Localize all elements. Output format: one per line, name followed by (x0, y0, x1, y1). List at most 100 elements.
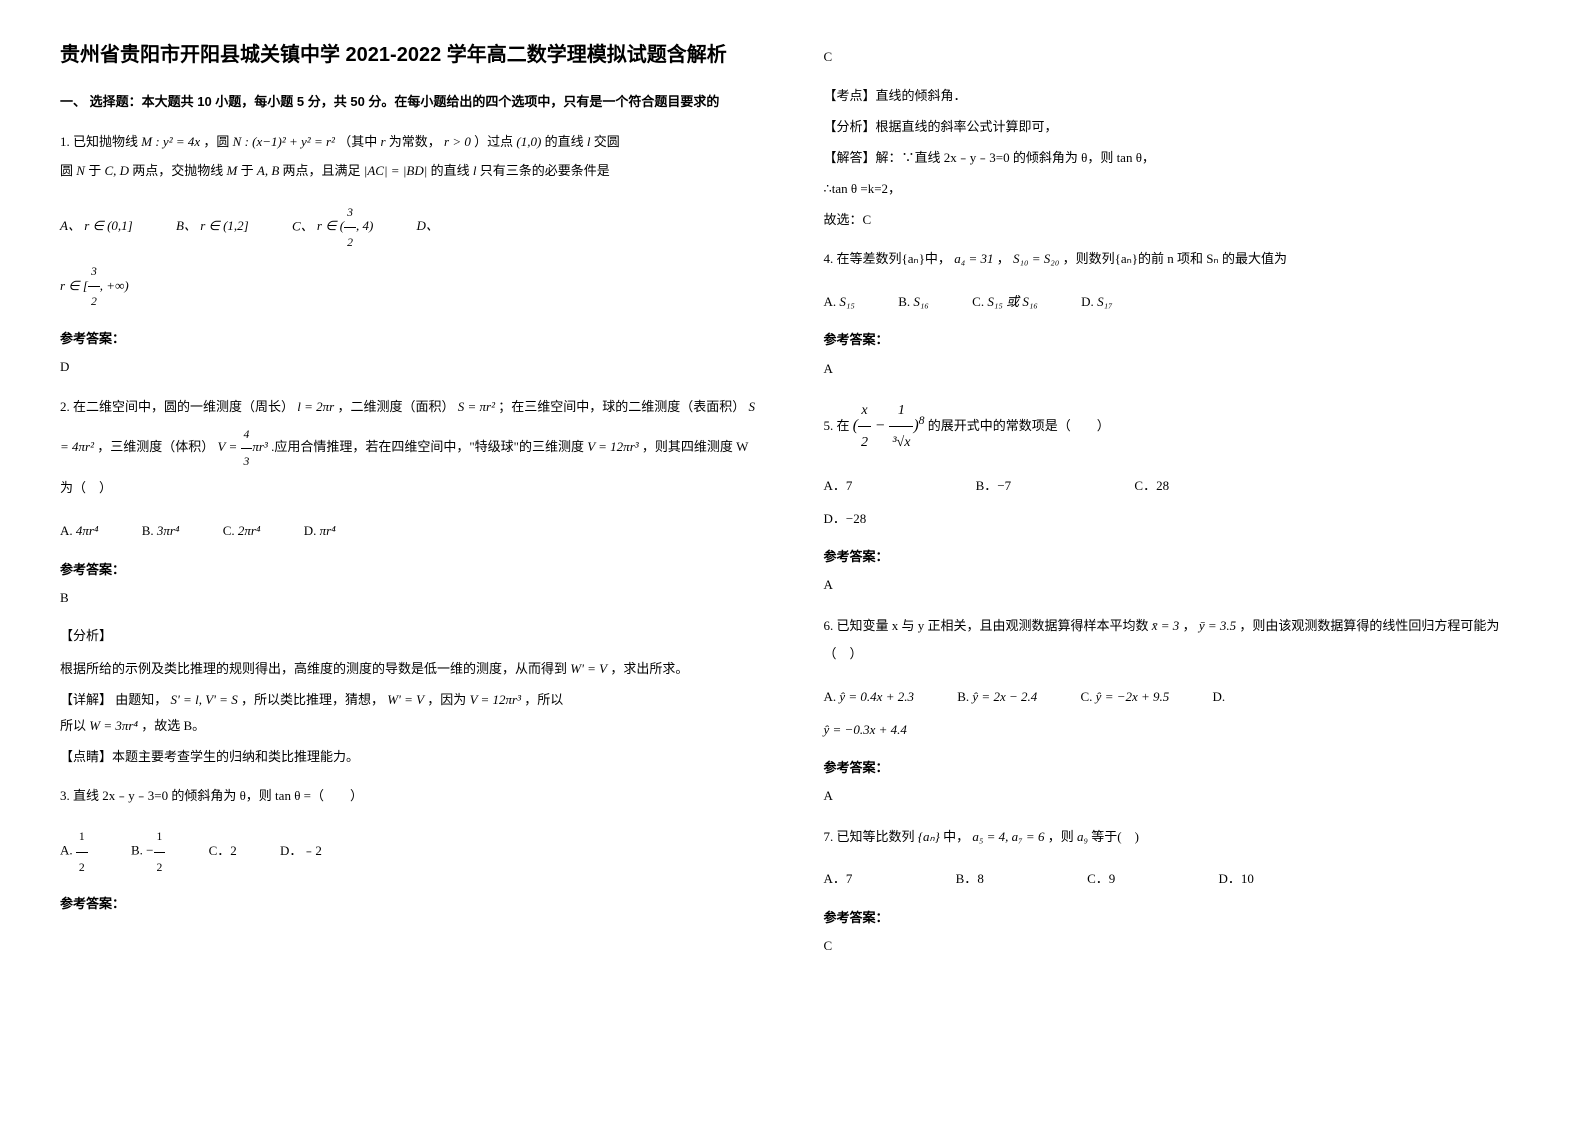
q1-formula: N (76, 163, 85, 178)
opt-value: r ∈ (0,1] (84, 218, 133, 233)
question-6: 6. 已知变量 x 与 y 正相关，且由观测数据算得样本平均数 x̄ = 3 ，… (824, 612, 1528, 669)
q2-option-d: D. πr⁴ (304, 515, 336, 548)
opt-value: r ∈ (1,2] (200, 218, 249, 233)
q2-text: ，二维测度（面积） (337, 399, 454, 414)
q4-option-d: D. S₁₇ (1081, 286, 1112, 319)
q1-formula: A, B (257, 163, 279, 178)
question-2: 2. 在二维空间中，圆的一维测度（周长） l = 2πr ，二维测度（面积） S… (60, 393, 764, 503)
answer-label: 参考答案： (824, 328, 1528, 351)
q1-text: 圆 (60, 163, 73, 178)
q2-formula: V = 12πr³ (587, 439, 638, 454)
q2-answer: B (60, 586, 764, 609)
q7-option-d: D．10 (1218, 863, 1253, 896)
q1-option-d: D、 (417, 210, 439, 243)
q5-answer: A (824, 573, 1528, 596)
opt-label: D、 (417, 218, 439, 233)
answer-label: 参考答案： (824, 756, 1528, 779)
q2-option-a: A. 4πr⁴ (60, 515, 98, 548)
q1-text: 的直线 (545, 134, 584, 149)
q2-formula: l = 2πr (297, 399, 334, 414)
q3-options: A. 12 B. −12 C．2 D．﹣2 (60, 822, 764, 882)
q1-formula: r (380, 134, 385, 149)
question-7: 7. 已知等比数列 {aₙ} 中， a₅ = 4, a₇ = 6 ，则 a₉ 等… (824, 823, 1528, 852)
answer-label: 参考答案： (60, 327, 764, 350)
q4-option-b: B. S₁₆ (898, 286, 929, 319)
q5-option-b: B．−7 (976, 470, 1012, 503)
opt-label: A、 (60, 218, 81, 233)
q3-jd: 【解答】解：∵直线 2x﹣y﹣3=0 的倾斜角为 θ，则 tan θ， (824, 145, 1528, 171)
q2-options: A. 4πr⁴ B. 3πr⁴ C. 2πr⁴ D. πr⁴ (60, 515, 764, 548)
q5-option-d: D．−28 (824, 503, 867, 536)
q3-fx: 【分析】根据直线的斜率公式计算即可， (824, 114, 1528, 140)
q5-option-a: A．7 (824, 470, 853, 503)
q1-formula: M : y² = 4x (141, 134, 200, 149)
q7-option-a: A．7 (824, 863, 853, 896)
question-5: 5. 在 (x2 − 1³√x)8 的展开式中的常数项是（ ） (824, 395, 1528, 458)
q7-answer: C (824, 934, 1528, 957)
q2-detail: 【详解】 由题知， S' = l, V' = S ，所以类比推理，猜想， W' … (60, 687, 764, 739)
document-title: 贵州省贵阳市开阳县城关镇中学 2021-2022 学年高二数学理模拟试题含解析 (60, 40, 764, 70)
q1-formula: l (473, 163, 477, 178)
q1-text: 两点，且满足 (283, 163, 361, 178)
q2-option-b: B. 3πr⁴ (142, 515, 180, 548)
left-column: 贵州省贵阳市开阳县城关镇中学 2021-2022 学年高二数学理模拟试题含解析 … (60, 40, 764, 973)
q1-text: ，圆 (203, 134, 229, 149)
q3-jd2: ∴tan θ =k=2， (824, 176, 1528, 202)
q7-option-c: C．9 (1087, 863, 1115, 896)
q1-options: A、 r ∈ (0,1] B、 r ∈ (1,2] C、 r ∈ (32, 4)… (60, 198, 764, 317)
q3-answer: C (824, 45, 1528, 68)
q1-formula: l (587, 134, 591, 149)
q3-option-a: A. 12 (60, 822, 88, 882)
q3-jd3: 故选：C (824, 207, 1528, 233)
q3-option-c: C．2 (209, 835, 237, 868)
answer-label: 参考答案： (60, 892, 764, 915)
q1-text: 的直线 (431, 163, 470, 178)
opt-label: B、 (176, 218, 197, 233)
q1-option-d-value: r ∈ [32, +∞) (60, 278, 129, 293)
q1-text: 1. 已知抛物线 (60, 134, 138, 149)
q7-option-b: B．8 (956, 863, 984, 896)
q6-option-c: C. ŷ = −2x + 9.5 (1081, 681, 1170, 714)
q6-answer: A (824, 784, 1528, 807)
q6-options: A. ŷ = 0.4x + 2.3 B. ŷ = 2x − 2.4 C. ŷ =… (824, 681, 1528, 746)
q1-text: 两点，交抛物线 (132, 163, 223, 178)
q1-text: 于 (88, 163, 101, 178)
q4-answer: A (824, 357, 1528, 380)
answer-label: 参考答案： (824, 545, 1528, 568)
q2-text: ；在三维空间中，球的二维测度（表面积） (498, 399, 745, 414)
opt-label: C、 (292, 218, 314, 233)
q2-option-c: C. 2πr⁴ (223, 515, 261, 548)
opt-value: r ∈ (32, 4) (317, 218, 373, 233)
q5-options: A．7 B．−7 C．28 D．−28 (824, 470, 1528, 535)
q4-options: A. S₁₅ B. S₁₆ C. S₁₅ 或 S₁₆ D. S₁₇ (824, 286, 1528, 319)
q4-option-a: A. S₁₅ (824, 286, 855, 319)
q2-text: ，三维测度（体积） (97, 439, 214, 454)
question-1: 1. 已知抛物线 M : y² = 4x ，圆 N : (x−1)² + y² … (60, 128, 764, 185)
q2-text: 2. 在二维空间中，圆的一维测度（周长） (60, 399, 294, 414)
q5-option-c: C．28 (1134, 470, 1169, 503)
q1-text: 只有三条的必要条件是 (480, 163, 610, 178)
question-3: 3. 直线 2x﹣y﹣3=0 的倾斜角为 θ，则 tan θ =（ ） (60, 782, 764, 811)
q1-option-b: B、 r ∈ (1,2] (176, 210, 249, 243)
q1-formula: M (227, 163, 238, 178)
q6-option-a: A. ŷ = 0.4x + 2.3 (824, 681, 914, 714)
q6-option-d-value: ŷ = −0.3x + 4.4 (824, 722, 907, 737)
q1-text: （其中 (338, 134, 377, 149)
q1-formula: C, D (104, 163, 129, 178)
q2-text: .应用合情推理，若在四维空间中，"特级球"的三维测度 (271, 439, 584, 454)
q2-analysis: 根据所给的示例及类比推理的规则得出，高维度的测度的导数是低一维的测度，从而得到 … (60, 656, 764, 682)
q1-text: ）过点 (474, 134, 513, 149)
q2-detail-cont: 所以 (60, 718, 86, 733)
q1-text: 于 (241, 163, 254, 178)
q1-text: 为常数， (389, 134, 441, 149)
q7-options: A．7 B．8 C．9 D．10 (824, 863, 1528, 896)
q1-text: 交圆 (594, 134, 620, 149)
q3-option-d: D．﹣2 (280, 835, 322, 868)
answer-label: 参考答案： (60, 558, 764, 581)
q1-option-a: A、 r ∈ (0,1] (60, 210, 133, 243)
q5-formula: (x2 − 1³√x)8 (853, 417, 925, 434)
answer-label: 参考答案： (824, 906, 1528, 929)
q2-formula: V = 43πr³ (218, 439, 272, 454)
question-4: 4. 在等差数列{aₙ}中， a₄ = 31 ， S₁₀ = S₂₀ ，则数列{… (824, 245, 1528, 274)
q1-formula: (1,0) (516, 134, 541, 149)
